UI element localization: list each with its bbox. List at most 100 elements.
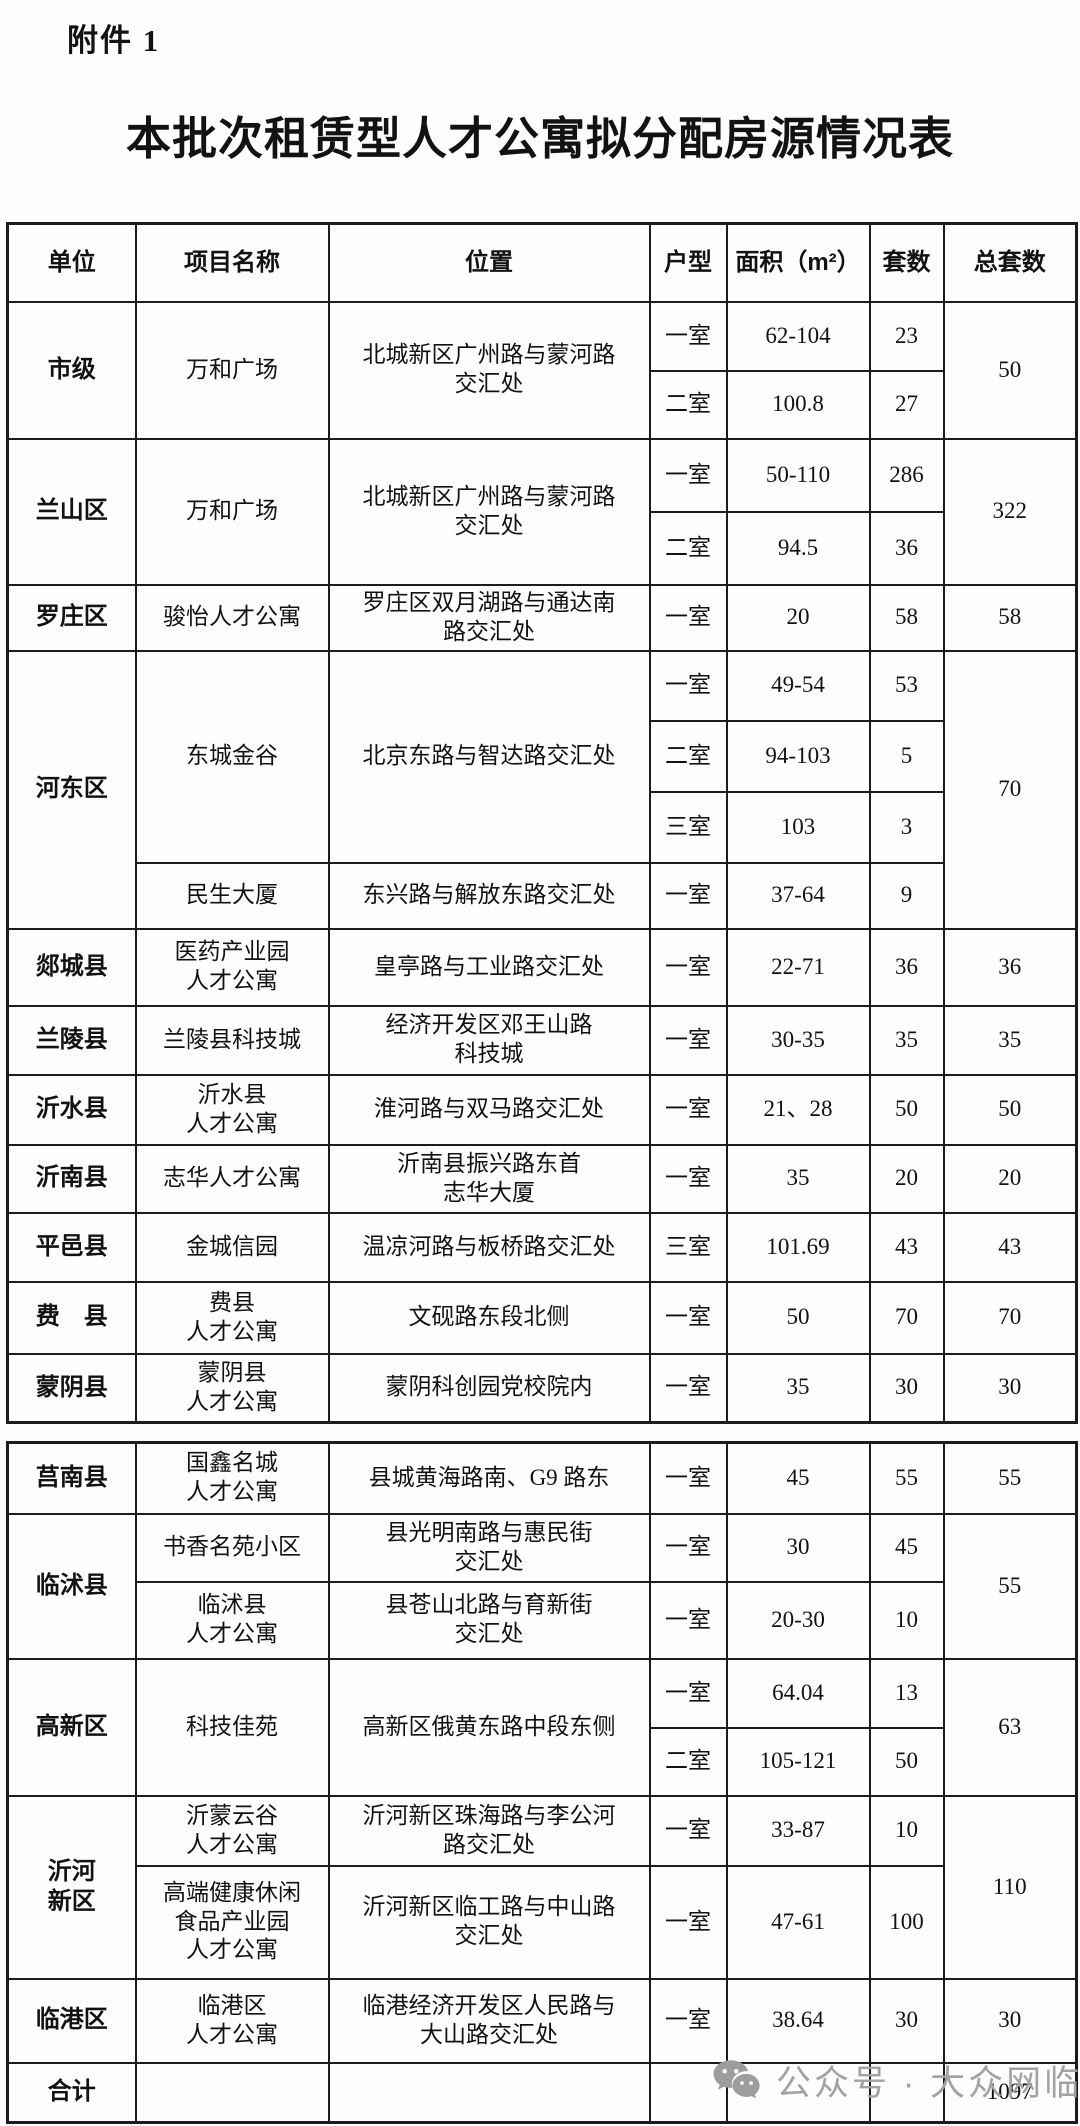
unit-cell: 蒙阴县 <box>6 1352 137 1424</box>
count-cell: 36 <box>868 510 945 586</box>
area-cell: 105-121 <box>725 1726 871 1797</box>
count-cell: 10 <box>868 1794 945 1867</box>
count-cell: 36 <box>868 927 945 1007</box>
count-cell: 9 <box>868 861 945 930</box>
allocation-table-lower: 莒南县 国鑫名城 人才公寓 县城黄海路南、G9 路东 一室 45 55 55 临… <box>6 1441 1078 2124</box>
unit-cell: 费 县 <box>6 1280 137 1355</box>
total-cell: 35 <box>942 1004 1078 1076</box>
project-cell: 书香名苑小区 <box>134 1512 330 1583</box>
attachment-label: 附件 1 <box>67 23 161 58</box>
grand-total-label-cell: 合计 <box>6 2061 137 2124</box>
table-row: 蒙阴县 蒙阴县 人才公寓 蒙阴科创园党校院内 一室 35 30 30 <box>6 1352 1078 1424</box>
location-cell: 沂南县振兴路东首 志华大厦 <box>327 1143 651 1214</box>
table-row: 费 县 费县 人才公寓 文砚路东段北侧 一室 50 70 70 <box>6 1280 1078 1355</box>
layout-cell: 二室 <box>648 510 728 586</box>
table-row: 沂水县 沂水县 人才公寓 淮河路与双马路交汇处 一室 21、28 50 50 <box>6 1073 1078 1146</box>
count-cell: 10 <box>868 1580 945 1660</box>
table-row: 莒南县 国鑫名城 人才公寓 县城黄海路南、G9 路东 一室 45 55 55 <box>6 1441 1078 1515</box>
total-cell: 55 <box>942 1441 1078 1515</box>
project-cell: 金城信园 <box>134 1211 330 1283</box>
unit-cell: 临港区 <box>6 1977 137 2064</box>
empty-layout-cell <box>648 2061 728 2124</box>
layout-cell: 一室 <box>648 1580 728 1660</box>
location-cell: 县城黄海路南、G9 路东 <box>327 1441 651 1515</box>
header-row: 单位 项目名称 位置 户型 面积（m²） 套数 总套数 <box>6 222 1078 303</box>
project-cell: 民生大厦 <box>134 861 330 930</box>
area-cell: 103 <box>725 790 871 864</box>
area-cell: 35 <box>725 1352 871 1424</box>
total-row: 合计 1097 <box>6 2061 1078 2124</box>
location-cell: 高新区俄黄东路中段东侧 <box>327 1657 651 1797</box>
layout-cell: 一室 <box>648 1977 728 2064</box>
unit-cell: 兰山区 <box>6 437 137 586</box>
project-cell: 国鑫名城 人才公寓 <box>134 1441 330 1515</box>
table-row: 临港区 临港区 人才公寓 临港经济开发区人民路与 大山路交汇处 一室 38.64… <box>6 1977 1078 2064</box>
layout-cell: 一室 <box>648 1657 728 1729</box>
count-cell: 30 <box>868 1977 945 2064</box>
table-row: 二室 94-103 5 <box>8 719 1077 793</box>
table-row: 兰山区 万和广场 北城新区广州路与蒙河路 交汇处 一室 50-110 286 3… <box>6 437 1078 586</box>
table-row: 沂南县 志华人才公寓 沂南县振兴路东首 志华大厦 一室 35 20 20 <box>6 1143 1078 1214</box>
location-cell: 临港经济开发区人民路与 大山路交汇处 <box>327 1977 651 2064</box>
area-cell: 30 <box>725 1512 871 1583</box>
count-cell: 20 <box>868 1143 945 1214</box>
area-cell: 94.5 <box>725 510 871 586</box>
project-cell: 万和广场 <box>134 300 330 440</box>
layout-cell: 一室 <box>648 649 728 722</box>
count-cell: 43 <box>868 1211 945 1283</box>
table-row: 民生大厦 东兴路与解放东路交汇处 一室 37-64 9 <box>8 861 1077 930</box>
area-cell: 22-71 <box>725 927 871 1007</box>
location-cell: 文砚路东段北侧 <box>327 1280 651 1355</box>
area-cell: 50 <box>725 1280 871 1355</box>
grand-total-cell: 1097 <box>942 2061 1078 2124</box>
total-cell: 50 <box>942 300 1078 440</box>
location-cell: 北城新区广州路与蒙河路 交汇处 <box>327 437 651 586</box>
layout-cell: 一室 <box>648 861 728 930</box>
location-cell: 经济开发区邓王山路 科技城 <box>327 1004 651 1076</box>
location-cell: 沂河新区临工路与中山路 交汇处 <box>327 1864 651 1980</box>
total-cell: 322 <box>942 437 1078 586</box>
total-cell: 50 <box>942 1073 1078 1146</box>
count-cell: 70 <box>868 1280 945 1355</box>
layout-cell: 一室 <box>648 1512 728 1583</box>
total-cell: 70 <box>942 1280 1078 1355</box>
layout-cell: 一室 <box>648 300 728 372</box>
project-cell: 志华人才公寓 <box>134 1143 330 1214</box>
count-cell: 5 <box>868 719 945 793</box>
count-cell: 27 <box>868 369 945 440</box>
header-layout: 户型 <box>648 222 728 303</box>
total-cell: 58 <box>942 583 1078 652</box>
layout-cell: 一室 <box>648 1073 728 1146</box>
location-cell: 县苍山北路与育新街 交汇处 <box>327 1580 651 1660</box>
count-cell: 13 <box>868 1657 945 1729</box>
table-row: 郯城县 医药产业园 人才公寓 皇亭路与工业路交汇处 一室 22-71 36 36 <box>6 927 1078 1007</box>
unit-cell: 兰陵县 <box>6 1004 137 1076</box>
layout-cell: 一室 <box>648 1441 728 1515</box>
layout-cell: 二室 <box>648 719 728 793</box>
document-title: 本批次租赁型人才公寓拟分配房源情况表 <box>125 114 954 164</box>
total-cell: 63 <box>942 1657 1078 1797</box>
total-cell: 70 <box>942 649 1078 930</box>
table-row: 高端健康休闲 食品产业园 人才公寓 沂河新区临工路与中山路 交汇处 一室 47-… <box>8 1864 1077 1980</box>
area-cell: 20 <box>725 583 871 652</box>
count-cell: 3 <box>868 790 945 864</box>
total-cell: 43 <box>942 1211 1078 1283</box>
area-cell: 62-104 <box>725 300 871 372</box>
empty-location-cell <box>327 2061 651 2124</box>
location-cell: 皇亭路与工业路交汇处 <box>327 927 651 1007</box>
count-cell: 100 <box>868 1864 945 1980</box>
table-row: 沂河 新区 沂蒙云谷 人才公寓 沂河新区珠海路与李公河 路交汇处 一室 33-8… <box>6 1794 1078 1980</box>
count-cell: 55 <box>868 1441 945 1515</box>
project-cell: 临港区 人才公寓 <box>134 1977 330 2064</box>
unit-cell: 罗庄区 <box>6 583 137 652</box>
table-row: 平邑县 金城信园 温凉河路与板桥路交汇处 三室 101.69 43 43 <box>6 1211 1078 1283</box>
unit-cell: 高新区 <box>6 1657 137 1797</box>
layout-cell: 一室 <box>648 927 728 1007</box>
table-row: 三室 103 3 <box>8 790 1077 864</box>
project-cell: 费县 人才公寓 <box>134 1280 330 1355</box>
location-cell: 北京东路与智达路交汇处 <box>327 649 651 864</box>
layout-cell: 一室 <box>648 1352 728 1424</box>
area-cell: 45 <box>725 1441 871 1515</box>
area-cell: 101.69 <box>725 1211 871 1283</box>
header-total: 总套数 <box>942 222 1078 303</box>
